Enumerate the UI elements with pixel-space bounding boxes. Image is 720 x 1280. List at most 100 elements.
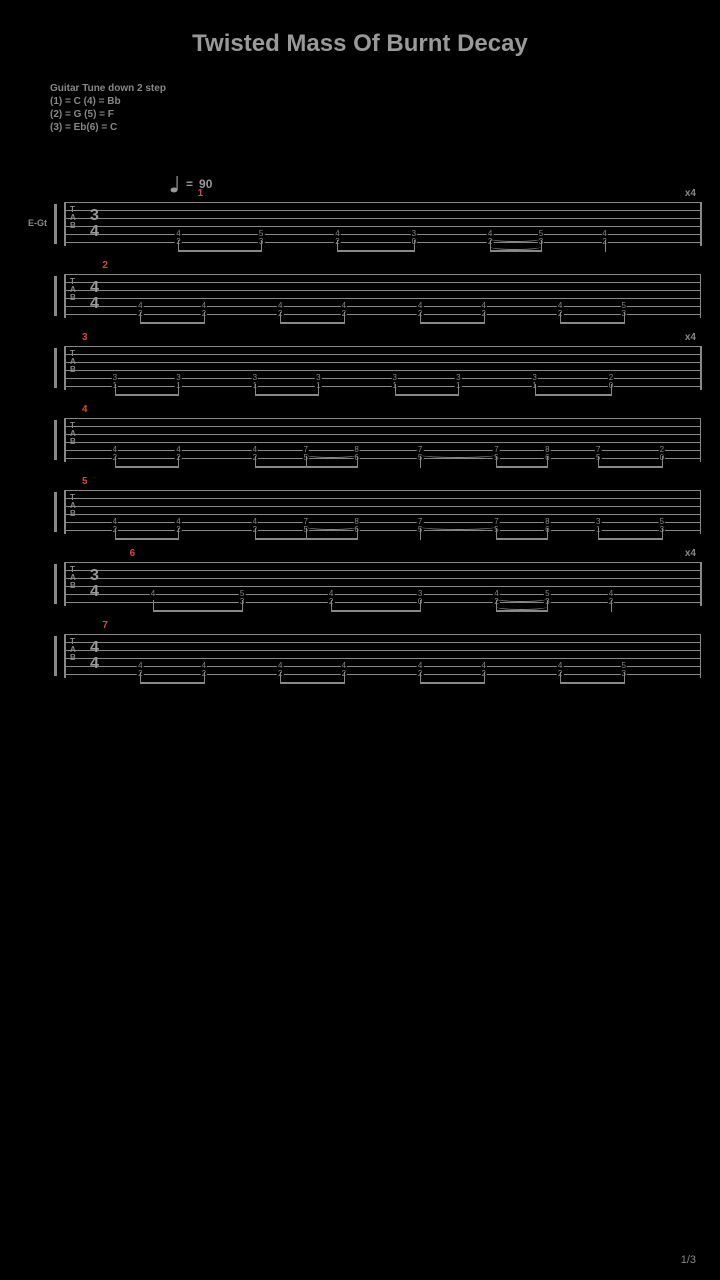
barline — [64, 346, 66, 390]
tab-staff: TAB3442534230425342 — [64, 202, 700, 246]
barline — [64, 490, 66, 534]
staff-row: 4TAB42424275867575867520 — [20, 418, 700, 462]
barline — [64, 562, 66, 606]
measure-number: 5 — [82, 476, 88, 487]
repeat-mark: x4 — [685, 332, 696, 343]
beam — [496, 610, 547, 612]
beam — [598, 466, 662, 468]
beam — [140, 682, 204, 684]
beam — [178, 250, 261, 252]
beam — [490, 250, 541, 252]
measure-number: 2 — [102, 260, 108, 271]
beam — [331, 610, 420, 612]
time-signature: 44 — [90, 280, 99, 312]
measure-number: 3 — [82, 332, 88, 343]
staff-row: 2TAB444242424242424253 — [20, 274, 700, 318]
beam — [560, 682, 624, 684]
tie-arc — [306, 452, 357, 458]
time-signature: 34 — [90, 568, 99, 600]
measure-number: 6 — [130, 548, 136, 559]
tuning-line: (1) = C (4) = Bb — [50, 95, 700, 108]
staff-row: 7TAB444242424242424253 — [20, 634, 700, 678]
beam — [496, 538, 547, 540]
system-bracket — [54, 346, 60, 390]
barline — [700, 562, 702, 606]
beam — [255, 538, 357, 540]
tuning-block: Guitar Tune down 2 step (1) = C (4) = Bb… — [50, 82, 700, 134]
system-bracket — [54, 274, 60, 318]
staff-row: 1x4E-GtTAB3442534230425342 — [20, 202, 700, 246]
barline — [64, 634, 66, 678]
system-bracket — [54, 418, 60, 462]
tab-clef: TAB — [70, 206, 76, 230]
beam — [420, 682, 484, 684]
staff-row: 6x4TAB344534230425342 — [20, 562, 700, 606]
quarter-note-icon — [170, 174, 180, 194]
tuning-line: Guitar Tune down 2 step — [50, 82, 700, 95]
measure-number: 1 — [198, 188, 204, 199]
tuning-line: (2) = G (5) = F — [50, 108, 700, 121]
barline — [700, 634, 701, 678]
system-bracket — [54, 634, 60, 678]
staff-row: 3x4TAB3131313131313120 — [20, 346, 700, 390]
tab-clef: TAB — [70, 422, 76, 446]
tempo-mark: = 90 — [170, 174, 700, 194]
tie-arc — [420, 524, 496, 530]
tie-arc — [306, 524, 357, 530]
tempo-equals: = — [186, 177, 193, 191]
barline — [64, 202, 66, 246]
system-bracket — [54, 202, 60, 246]
measure-number: 4 — [82, 404, 88, 415]
time-signature: 34 — [90, 208, 99, 240]
tab-clef: TAB — [70, 638, 76, 662]
tuning-line: (3) = Eb(6) = C — [50, 121, 700, 134]
barline — [64, 418, 66, 462]
tab-staff: TAB3131313131313120 — [64, 346, 700, 390]
beam — [598, 538, 662, 540]
tab-clef: TAB — [70, 278, 76, 302]
beam — [560, 322, 624, 324]
tie-arc — [490, 236, 541, 242]
tie-arc — [490, 244, 541, 250]
tab-clef: TAB — [70, 566, 76, 590]
tab-staff: TAB42424275867575867520 — [64, 418, 700, 462]
beam — [535, 394, 611, 396]
barline — [700, 274, 701, 318]
tab-clef: TAB — [70, 494, 76, 518]
tab-clef: TAB — [70, 350, 76, 374]
beam — [337, 250, 413, 252]
barline — [700, 418, 701, 462]
beam — [395, 394, 459, 396]
tie-arc — [496, 604, 547, 610]
song-title: Twisted Mass Of Burnt Decay — [20, 30, 700, 58]
beam — [255, 466, 357, 468]
barline — [64, 274, 66, 318]
beam — [115, 394, 179, 396]
beam — [280, 322, 344, 324]
repeat-mark: x4 — [685, 188, 696, 199]
tab-staff: TAB444242424242424253 — [64, 274, 700, 318]
tie-arc — [496, 596, 547, 602]
staves-container: 1x4E-GtTAB34425342304253422TAB4442424242… — [20, 202, 700, 678]
barline — [700, 490, 701, 534]
beam — [153, 610, 242, 612]
repeat-mark: x4 — [685, 548, 696, 559]
beam — [255, 394, 319, 396]
tie-arc — [420, 452, 496, 458]
instrument-label: E-Gt — [28, 218, 47, 228]
barline — [700, 346, 702, 390]
beam — [280, 682, 344, 684]
system-bracket — [54, 490, 60, 534]
beam — [140, 322, 204, 324]
tab-page: Twisted Mass Of Burnt Decay Guitar Tune … — [0, 0, 720, 726]
beam — [420, 322, 484, 324]
beam — [496, 466, 547, 468]
tab-staff: TAB42424275867575863153 — [64, 490, 700, 534]
system-bracket — [54, 562, 60, 606]
beam — [115, 466, 179, 468]
beam — [115, 538, 179, 540]
fret-number: 4 — [150, 590, 156, 598]
staff-row: 5TAB42424275867575863153 — [20, 490, 700, 534]
time-signature: 44 — [90, 640, 99, 672]
page-number: 1/3 — [681, 1254, 696, 1266]
